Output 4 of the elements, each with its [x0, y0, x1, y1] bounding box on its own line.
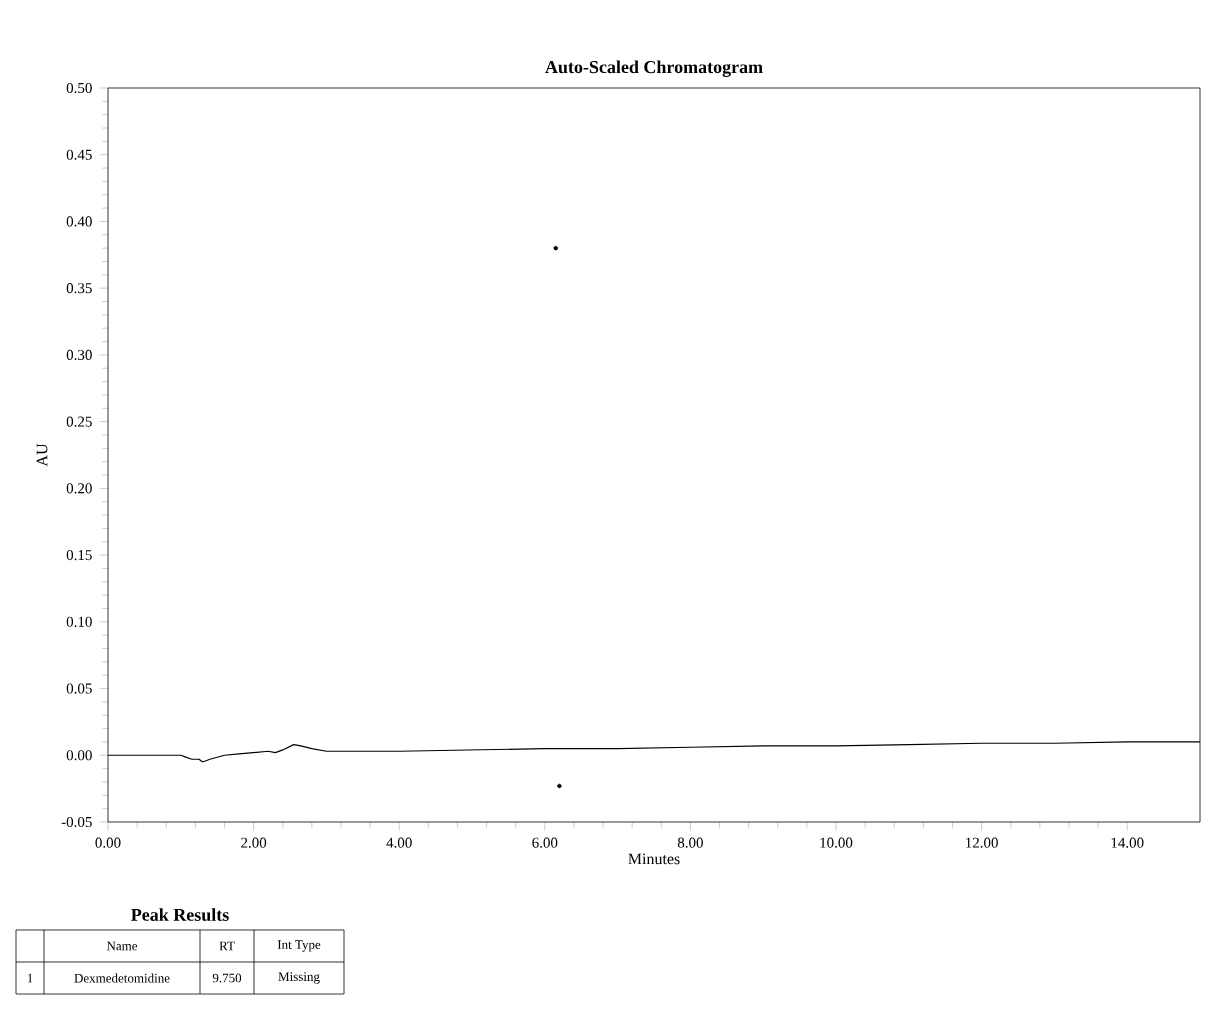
y-axis-title: AU — [36, 443, 48, 467]
x-axis-title: Minutes — [628, 853, 680, 865]
text: Peak Results — [131, 908, 229, 921]
chart-title: Auto-Scaled Chromatogram — [545, 60, 763, 77]
